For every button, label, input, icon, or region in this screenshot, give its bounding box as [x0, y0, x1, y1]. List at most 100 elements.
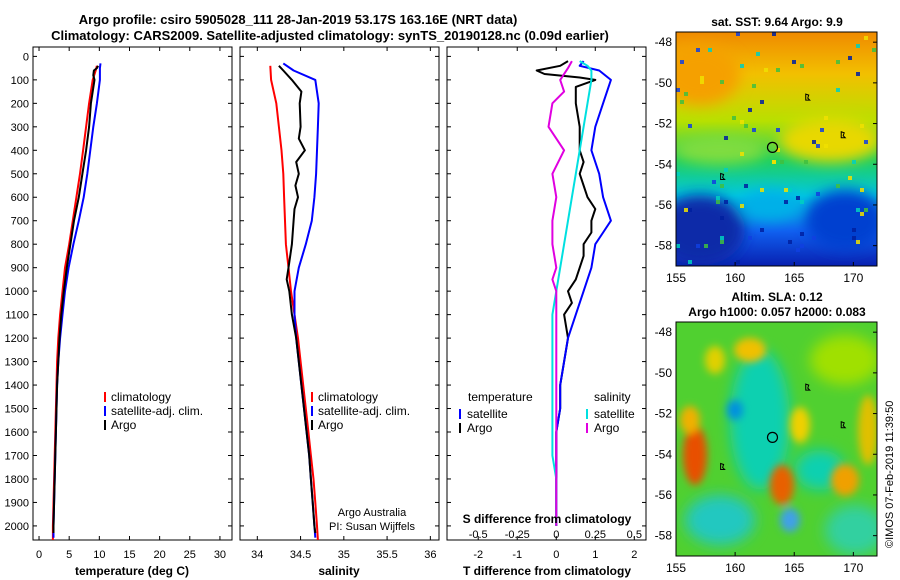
sst-map-title: sat. SST: 9.64 Argo: 9.9: [711, 15, 843, 29]
map-y-tick-label: -52: [655, 117, 673, 131]
sst-pixel: [724, 168, 728, 172]
sst-pixel: [864, 140, 868, 144]
sst-pixel: [700, 76, 704, 80]
sst-pixel: [696, 48, 700, 52]
map-x-tick-label: 160: [725, 561, 745, 575]
island-outline: [840, 421, 847, 429]
sst-pixel: [772, 32, 776, 36]
sst-pixel: [864, 208, 868, 212]
sst-pixel: [852, 228, 856, 232]
sst-pixel: [720, 216, 724, 220]
sst-pixel: [760, 188, 764, 192]
sst-pixel: [860, 124, 864, 128]
sst-pixel: [744, 124, 748, 128]
temperature-panel: 0100200300400500600700800900100011001200…: [5, 46, 233, 578]
x-tick-label: 2: [631, 549, 637, 561]
x-tick-label: 34.5: [290, 549, 311, 561]
sst-pixel: [784, 200, 788, 204]
map-y-tick-label: -48: [655, 325, 673, 339]
salinity-x-label: salinity: [318, 564, 360, 578]
map-y-tick-label: -56: [655, 198, 673, 212]
x-tick-label: 0: [553, 549, 559, 561]
sst-pixel: [740, 152, 744, 156]
depth-tick-label: 0: [23, 51, 29, 63]
sst-pixel: [796, 196, 800, 200]
sst-pixel: [748, 236, 752, 240]
sst-pixel: [860, 212, 864, 216]
x-tick-label: 35.5: [376, 549, 397, 561]
sst-pixel: [724, 136, 728, 140]
x-tick-label: 5: [66, 549, 72, 561]
depth-tick-label: 600: [11, 192, 29, 204]
sst-pixel: [752, 84, 756, 88]
sst-pixel: [816, 192, 820, 196]
x-tick-label: 34: [251, 549, 263, 561]
temperature-x-label: temperature (deg C): [75, 564, 189, 578]
copyright-watermark: ©IMOS 07-Feb-2019 11:39:50: [884, 401, 896, 548]
island-outline: [805, 93, 811, 101]
sst-pixel: [856, 208, 860, 212]
sst-pixel: [700, 80, 704, 84]
sst-pixel: [856, 240, 860, 244]
depth-tick-label: 800: [11, 239, 29, 251]
depth-tick-label: 1300: [5, 357, 29, 369]
sst-pixel: [680, 60, 684, 64]
sst-pixel: [776, 128, 780, 132]
depth-tick-label: 1800: [5, 474, 29, 486]
sst-pixel: [740, 120, 744, 124]
sla-map-frame: [675, 321, 878, 557]
s-difference-tick-labels: -0.5 -0.25 0 0.25 0.5: [469, 529, 642, 541]
s-difference-label: S difference from climatology: [463, 512, 632, 526]
sla-map-ticks: 155 160 165 170 -48 -50 -52 -54 -56 -58: [655, 325, 877, 575]
depth-tick-label: 2000: [5, 521, 29, 533]
sst-pixel: [800, 244, 804, 248]
sst-pixel: [720, 80, 724, 84]
depth-tick-label: 1100: [5, 310, 29, 322]
sst-pixel: [684, 208, 688, 212]
depth-tick-labels: 0 100 200 300 400 500 600 700 800 900 1000 1100 1200…: [5, 51, 29, 533]
s-tick-label: -0.25: [505, 529, 530, 541]
sst-pixel: [736, 260, 740, 264]
credit-line2: PI: Susan Wijffels: [329, 521, 415, 533]
sst-pixel: [836, 88, 840, 92]
sla-map-title-line2: Argo h1000: 0.057 h2000: 0.083: [688, 305, 866, 319]
legend-label: climatology: [318, 390, 378, 404]
sst-heatmap: [676, 32, 877, 266]
x-tick-label: 1: [592, 549, 598, 561]
s-tick-label: -0.5: [469, 529, 488, 541]
sst-pixel: [760, 100, 764, 104]
sst-pixel: [680, 100, 684, 104]
sst-pixel: [788, 188, 792, 192]
sst-pixel: [784, 188, 788, 192]
depth-tick-label: 400: [11, 145, 29, 157]
sst-pixel: [864, 36, 868, 40]
sst-pixel: [732, 116, 736, 120]
series-line: [269, 65, 319, 540]
sst-pixel: [696, 244, 700, 248]
temperature-lines: [51, 63, 102, 540]
sst-pixel: [688, 260, 692, 264]
depth-tick-label: 1000: [5, 286, 29, 298]
map-y-tick-label: -58: [655, 239, 673, 253]
legend-label: climatology: [111, 390, 171, 404]
x-tick-label: -2: [473, 549, 483, 561]
x-tick-label: 35: [338, 549, 350, 561]
sst-pixel: [872, 48, 876, 52]
sla-heatmap: [676, 322, 877, 556]
sst-pixel: [836, 60, 840, 64]
sla-map-panel: Altim. SLA: 0.12 Argo h1000: 0.057 h2000…: [655, 290, 878, 575]
sst-noise-pixels: [676, 32, 876, 264]
depth-tick-label: 1700: [5, 450, 29, 462]
island-outline: [840, 131, 847, 139]
depth-tick-label: 1500: [5, 404, 29, 416]
legend-label: satellite: [467, 407, 508, 421]
sst-pixel: [676, 88, 680, 92]
sst-map-ticks: 155 160 165 170 -48 -50 -52 -54 -56 -58: [655, 35, 877, 285]
x-tick-label: -1: [512, 549, 522, 561]
x-tick-label: 0: [36, 549, 42, 561]
sst-pixel: [804, 160, 808, 164]
map-x-tick-label: 170: [843, 561, 863, 575]
depth-tick-label: 900: [11, 263, 29, 275]
